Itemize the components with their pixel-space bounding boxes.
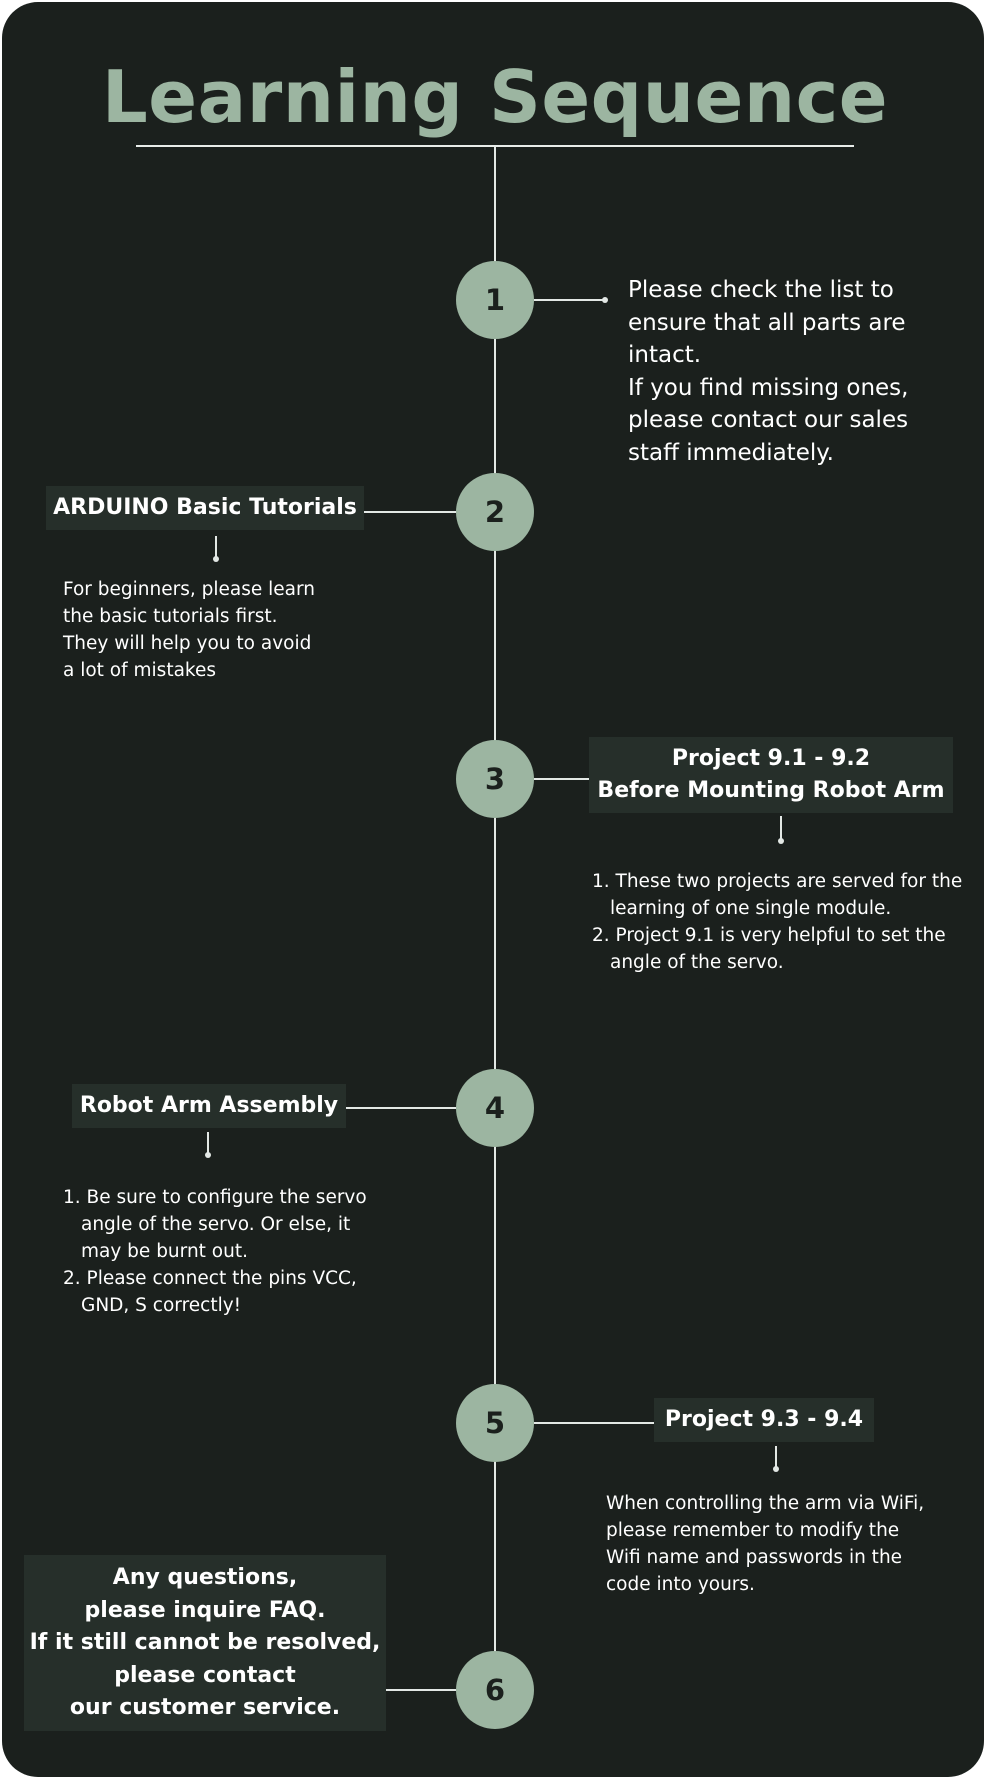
step-3-node: 3 [456, 740, 534, 818]
step-3-pointer-dot [778, 838, 784, 844]
step-3-pointer [780, 816, 782, 840]
step-4-item: 2. Please connect the pins VCC, GND, S c… [63, 1268, 357, 1316]
step-6-label-line: please contact [114, 1662, 296, 1688]
page-title: Learning Sequence [101, 55, 889, 139]
step-5-pointer-dot [773, 1466, 779, 1472]
step-4-description: 1. Be sure to configure the servo angle … [63, 1184, 385, 1319]
step-2-connector [364, 511, 456, 513]
step-3-item: 1. These two projects are served for the… [592, 871, 963, 919]
step-5-line: please remember to modify the [606, 1520, 900, 1541]
step-1-line: intact. [628, 342, 702, 368]
step-6-connector [386, 1689, 456, 1691]
step-4-item: 1. Be sure to configure the servo angle … [63, 1187, 367, 1262]
step-5-line: When controlling the arm via WiFi, [606, 1493, 925, 1514]
step-1-line: staff immediately. [628, 439, 834, 466]
step-1-connector [534, 299, 604, 301]
step-2-line: They will help you to avoid [63, 633, 312, 654]
step-1-description: Please check the list to ensure that all… [628, 274, 908, 469]
step-6-label: Any questions, please inquire FAQ. If it… [24, 1555, 386, 1731]
step-2-label: ARDUINO Basic Tutorials [46, 486, 364, 530]
step-1-line: If you find missing ones, [628, 374, 909, 401]
step-3-label-line: Project 9.1 - 9.2 [671, 746, 871, 771]
step-2-line: the basic tutorials first. [63, 606, 278, 627]
step-2-line: For beginners, please learn [63, 579, 315, 600]
step-6-label-line: Any questions, [112, 1565, 298, 1590]
step-3-connector [534, 778, 589, 780]
step-3-label-line: Before Mounting Robot Arm [597, 778, 945, 803]
step-4-pointer-dot [205, 1152, 211, 1158]
step-1-line: Please check the list to [628, 277, 894, 303]
step-5-pointer [775, 1446, 777, 1468]
step-4-connector [346, 1107, 456, 1109]
timeline-spine [494, 147, 496, 1689]
step-1-connector-dot [602, 297, 608, 303]
step-6-label-line: If it still cannot be resolved, [29, 1630, 381, 1656]
step-2-pointer-dot [213, 556, 219, 562]
step-4-label: Robot Arm Assembly [72, 1084, 346, 1128]
step-1-line: please contact our sales [628, 407, 909, 433]
step-1-line: ensure that all parts are [628, 309, 906, 336]
step-4-pointer [207, 1132, 209, 1154]
step-5-description: When controlling the arm via WiFi, pleas… [606, 1490, 924, 1598]
step-3-label: Project 9.1 - 9.2 Before Mounting Robot … [589, 737, 953, 813]
step-5-line: code into yours. [606, 1574, 755, 1595]
title-underline [136, 145, 854, 147]
step-2-node: 2 [456, 473, 534, 551]
step-6-label-line: please inquire FAQ. [84, 1597, 326, 1623]
step-5-connector [534, 1422, 654, 1424]
step-2-description: For beginners, please learn the basic tu… [63, 576, 315, 684]
step-3-item: 2. Project 9.1 is very helpful to set th… [592, 925, 946, 973]
step-5-label: Project 9.3 - 9.4 [654, 1398, 874, 1442]
step-6-node: 6 [456, 1651, 534, 1729]
step-5-line: Wifi name and passwords in the [606, 1547, 903, 1568]
step-6-label-line: our customer service. [69, 1695, 341, 1721]
step-4-node: 4 [456, 1069, 534, 1147]
step-5-node: 5 [456, 1384, 534, 1462]
step-2-line: a lot of mistakes [63, 660, 216, 681]
step-1-node: 1 [456, 261, 534, 339]
step-2-pointer [215, 536, 217, 558]
step-3-description: 1. These two projects are served for the… [592, 868, 964, 976]
